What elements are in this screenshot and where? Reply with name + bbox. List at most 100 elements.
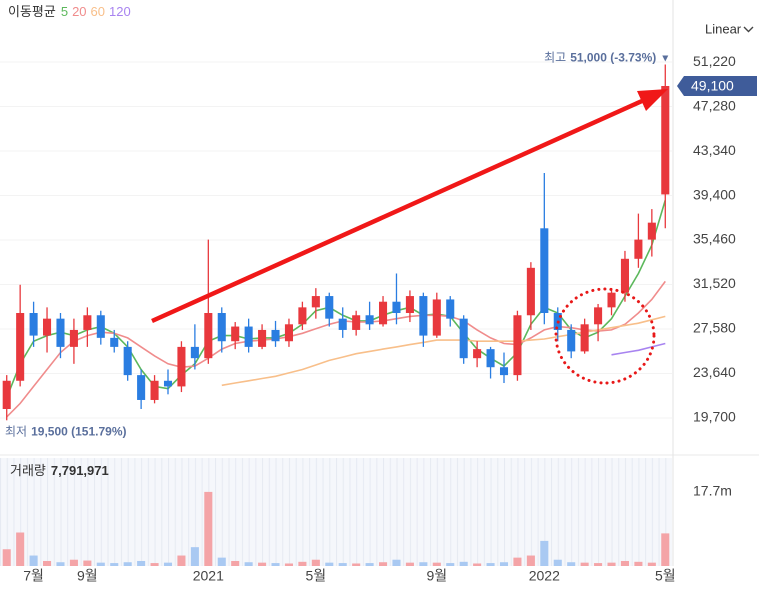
candle-body (580, 324, 589, 352)
candle-body (163, 380, 173, 387)
candle-body (594, 307, 603, 325)
volume-bar (298, 561, 307, 566)
candle-body (244, 326, 253, 347)
volume-bar (83, 560, 92, 566)
candle-body (446, 299, 455, 319)
volume-bar (540, 540, 549, 566)
candle-body (258, 329, 267, 347)
moving-average-line (5, 199, 667, 398)
highlight-circle (554, 287, 656, 385)
y-tick-label: 51,220 (693, 53, 736, 69)
volume-bar (365, 563, 374, 566)
volume-bar (405, 562, 414, 566)
candle-body (96, 315, 105, 338)
candle-body (325, 296, 334, 319)
x-tick-label: 2022 (529, 568, 560, 584)
y-tick-label: 27,580 (693, 320, 736, 336)
x-tick-label: 9월 (426, 568, 447, 584)
candle-body (137, 375, 146, 400)
scale-dropdown[interactable]: Linear (705, 21, 754, 36)
price-tag-label: 49,100 (691, 78, 734, 94)
volume-bar (459, 561, 468, 566)
volume-bar (177, 555, 186, 566)
volume-bar (526, 555, 535, 566)
volume-bar (190, 547, 199, 566)
candle-body (83, 315, 92, 330)
volume-bar (338, 563, 347, 566)
ma-title: 이동평균 (8, 4, 56, 19)
volume-bar (594, 563, 603, 566)
candle-body (2, 380, 11, 410)
volume-bar (620, 560, 629, 566)
volume-bar (204, 491, 213, 566)
low-prefix: 최저 (5, 424, 27, 438)
candle-body (150, 380, 159, 400)
scale-label[interactable]: Linear (705, 21, 742, 36)
x-tick-label: 5월 (306, 568, 327, 584)
candle-body (661, 85, 670, 195)
candle-body (379, 301, 388, 325)
arrow-shaft (151, 98, 643, 324)
candle-body (311, 296, 320, 308)
y-tick-label: 47,280 (693, 97, 736, 113)
candle-body (69, 329, 78, 347)
candle-body (540, 228, 549, 314)
y-tick-label: 17.7m (693, 483, 732, 499)
candle-body (190, 346, 199, 359)
volume-bar (580, 562, 589, 566)
candle-body (298, 307, 307, 325)
candle-body (526, 267, 535, 316)
candle-body (473, 349, 482, 359)
moving-average-line (611, 342, 666, 356)
volume-bar (567, 562, 576, 566)
candle-body (647, 222, 656, 240)
y-tick-label: 19,700 (693, 409, 736, 425)
dropdown-chevron[interactable] (743, 26, 754, 33)
volume-bar (43, 560, 52, 566)
candle-body (29, 313, 38, 336)
volume-bar (352, 563, 361, 566)
candle-body (419, 296, 428, 336)
candle-body (284, 324, 293, 342)
x-tick-label: 5월 (655, 568, 676, 584)
candle-body (607, 292, 616, 308)
candle-body (338, 318, 347, 330)
x-tick-label: 7월 (23, 568, 44, 584)
candle-body (499, 367, 509, 376)
candle-body (217, 313, 226, 342)
volume-bar (647, 562, 656, 566)
plot: 19,700 23,640 27,580 31,520 35,460 39,400 43,3… (0, 51, 757, 584)
volume-bar (607, 562, 616, 566)
volume-bar (69, 559, 78, 566)
x-tick-label: 9월 (77, 568, 98, 584)
volume-background (0, 458, 672, 566)
candle-body (204, 313, 213, 359)
y-tick-label: 23,640 (693, 364, 736, 380)
candle-body (16, 313, 25, 381)
volume-bar (163, 562, 173, 566)
volume-bar (513, 557, 522, 566)
volume-bar (473, 563, 482, 566)
candle-body (110, 337, 119, 347)
legend-entry: 120 (109, 4, 131, 19)
volume-bar (258, 562, 267, 566)
volume-bar (311, 559, 320, 566)
low-text: 19,500 (151.79%) (31, 424, 126, 438)
high-marker (662, 55, 669, 62)
arrow-head (637, 89, 668, 111)
legend-entry: 5 (61, 4, 68, 19)
volume-bar (446, 563, 455, 566)
y-tick-label: 35,460 (693, 231, 736, 247)
candle-body (513, 315, 522, 376)
volume-title: 거래량 7,791,971 (10, 463, 109, 478)
candle-body (177, 346, 186, 387)
ma-legend: 이동평균 5 20 60 120 (8, 4, 131, 19)
volume-bar (96, 562, 105, 566)
y-tick-label: 31,520 (693, 275, 736, 291)
volume-bar (231, 560, 240, 566)
volume-bar (284, 563, 293, 566)
volume-bar (217, 557, 226, 566)
volume-bar (486, 563, 495, 566)
volume-bar (16, 532, 25, 566)
